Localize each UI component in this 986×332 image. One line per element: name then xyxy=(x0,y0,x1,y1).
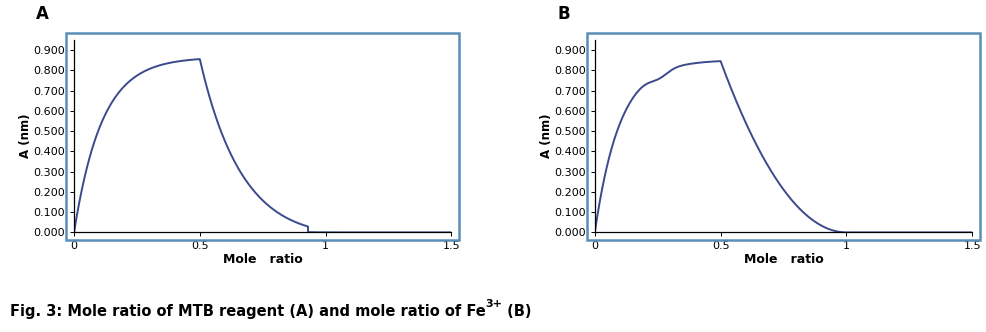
Text: B: B xyxy=(556,5,569,23)
X-axis label: Mole   ratio: Mole ratio xyxy=(223,253,303,266)
X-axis label: Mole   ratio: Mole ratio xyxy=(742,253,822,266)
Text: A: A xyxy=(36,5,49,23)
Text: Fig. 3: Mole ratio of MTB reagent (A) and mole ratio of Fe: Fig. 3: Mole ratio of MTB reagent (A) an… xyxy=(10,304,485,319)
Text: (B): (B) xyxy=(502,304,531,319)
Text: 3+: 3+ xyxy=(485,298,502,308)
Y-axis label: A (nm): A (nm) xyxy=(539,114,552,158)
Y-axis label: A (nm): A (nm) xyxy=(19,114,32,158)
